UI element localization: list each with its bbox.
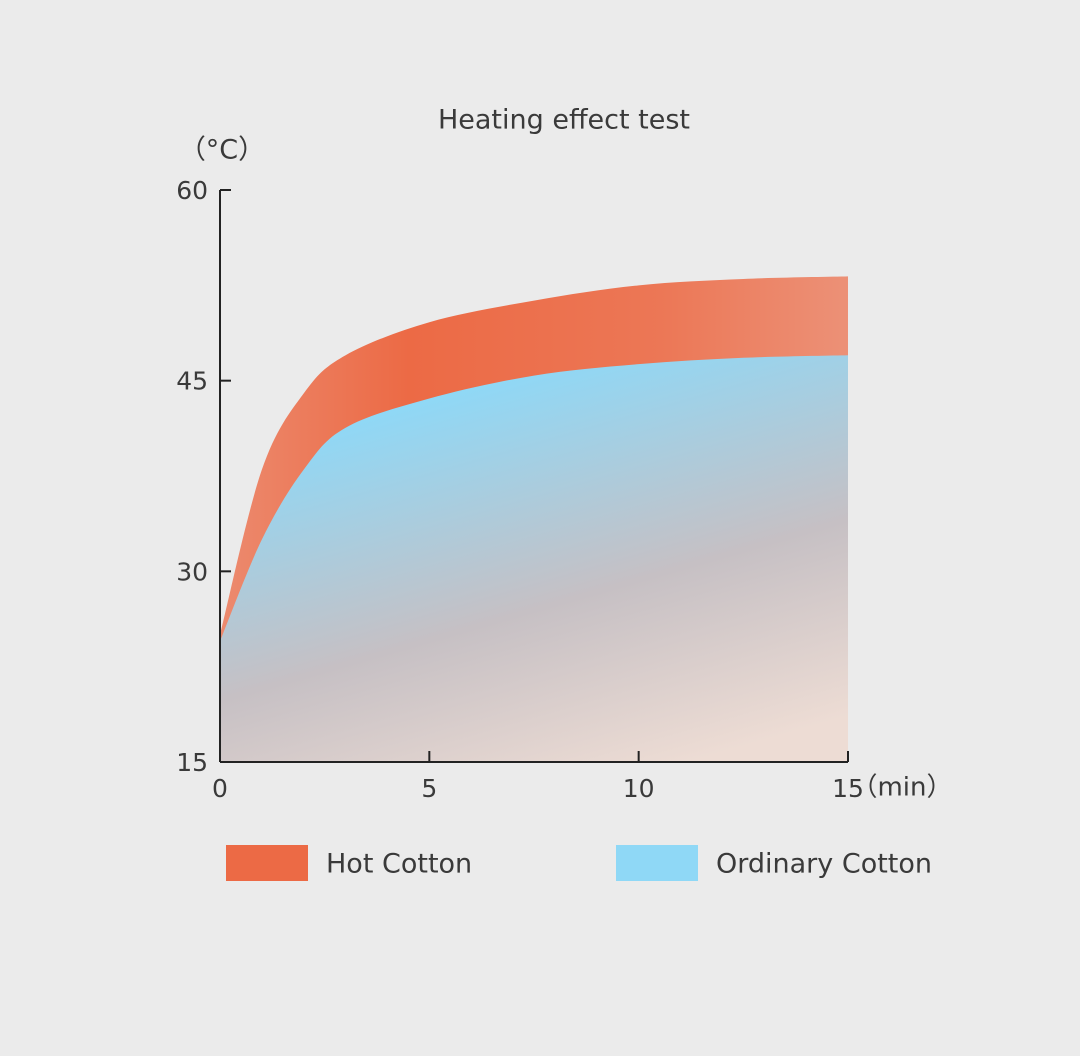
y-tick-label: 30 bbox=[176, 557, 208, 586]
legend-label: Ordinary Cotton bbox=[716, 849, 932, 880]
y-tick-label: 60 bbox=[176, 176, 208, 205]
x-tick-label: 15 bbox=[832, 774, 864, 803]
legend-label: Hot Cotton bbox=[326, 849, 472, 880]
legend-swatch bbox=[226, 845, 308, 881]
y-tick-label: 45 bbox=[176, 367, 208, 396]
x-tick-label: 10 bbox=[623, 774, 655, 803]
area bbox=[220, 355, 848, 762]
plot-area bbox=[220, 276, 848, 762]
chart-title: Heating effect test bbox=[438, 105, 690, 136]
x-tick-label: 5 bbox=[421, 774, 437, 803]
legend-swatch bbox=[616, 845, 698, 881]
y-axis-label: （°C） bbox=[179, 135, 265, 166]
y-tick-label: 15 bbox=[176, 748, 208, 777]
x-axis-label: （min） bbox=[851, 773, 952, 803]
x-tick-label: 0 bbox=[212, 774, 228, 803]
